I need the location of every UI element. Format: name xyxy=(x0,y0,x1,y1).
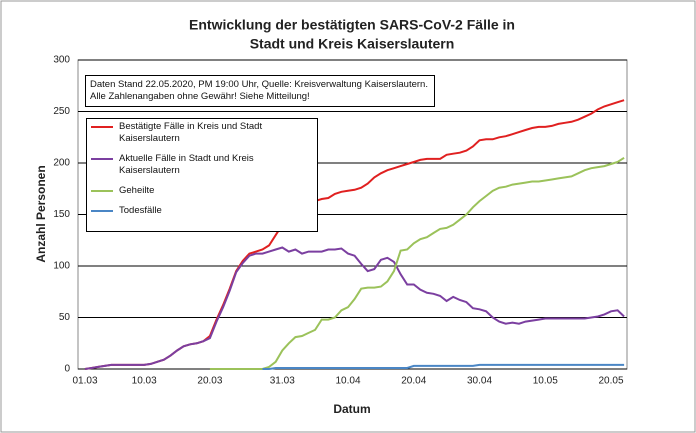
legend-label: Todesfälle xyxy=(119,205,162,216)
y-tick-label: 0 xyxy=(64,364,70,375)
x-tick-label: 10.04 xyxy=(335,376,360,387)
legend-swatch xyxy=(91,126,113,128)
legend-swatch xyxy=(91,210,113,212)
legend-entry: Todesfälle xyxy=(91,205,313,217)
x-tick-label: 20.03 xyxy=(197,376,222,387)
legend: Bestätigte Fälle in Kreis und Stadt Kais… xyxy=(86,118,318,232)
legend-entry: Aktuelle Fälle in Stadt und Kreis Kaiser… xyxy=(91,153,313,177)
series-line xyxy=(84,246,625,370)
x-tick-label: 10.03 xyxy=(132,376,157,387)
legend-entry: Geheilte xyxy=(91,185,313,197)
x-tick-label: 20.05 xyxy=(598,376,623,387)
legend-swatch xyxy=(91,158,113,160)
y-tick-label: 300 xyxy=(53,55,70,66)
x-tick-label: 20.04 xyxy=(401,376,426,387)
y-tick-label: 200 xyxy=(53,158,70,169)
chart-title: Entwicklung der bestätigten SARS-CoV-2 F… xyxy=(189,17,515,33)
series-line xyxy=(262,363,625,370)
series-line xyxy=(209,156,625,370)
y-tick-label: 150 xyxy=(53,209,70,220)
y-axis-label: Anzahl Personen xyxy=(34,165,48,262)
legend-label: Aktuelle Fälle in Stadt und Kreis Kaiser… xyxy=(119,153,254,176)
y-tick-label: 100 xyxy=(53,261,70,272)
y-tick-label: 250 xyxy=(53,106,70,117)
x-axis-label: Datum xyxy=(333,402,370,416)
x-tick-label: 30.04 xyxy=(467,376,492,387)
annotation: Daten Stand 22.05.2020, PM 19:00 Uhr, Qu… xyxy=(85,75,435,107)
legend-swatch xyxy=(91,190,113,192)
x-tick-label: 01.03 xyxy=(72,376,97,387)
x-tick-label: 10.05 xyxy=(533,376,558,387)
x-tick-label: 31.03 xyxy=(270,376,295,387)
legend-label: Geheilte xyxy=(119,185,155,196)
chart-title: Stadt und Kreis Kaiserslautern xyxy=(250,36,455,52)
legend-entry: Bestätigte Fälle in Kreis und Stadt Kais… xyxy=(91,121,313,145)
legend-label: Bestätigte Fälle in Kreis und Stadt Kais… xyxy=(119,121,263,144)
y-tick-label: 50 xyxy=(59,312,71,323)
